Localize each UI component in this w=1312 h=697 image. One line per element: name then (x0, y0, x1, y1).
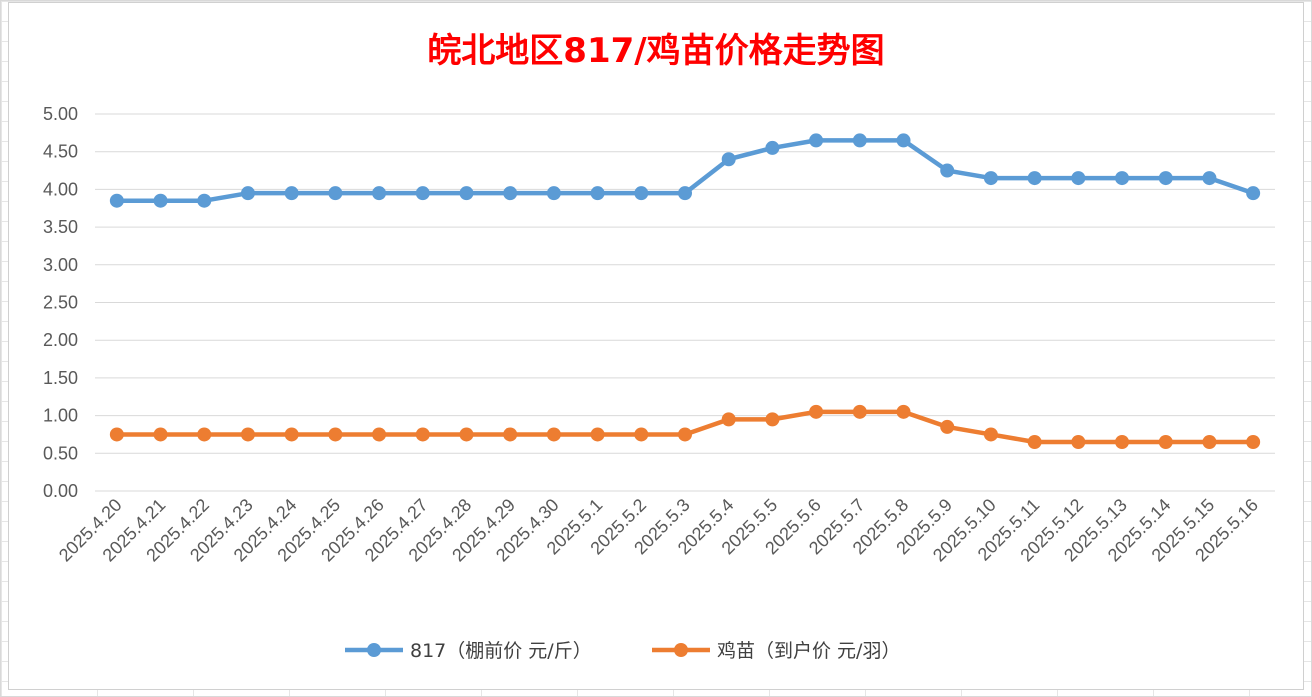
data-point[interactable] (459, 427, 474, 442)
data-point[interactable] (284, 427, 299, 442)
data-point[interactable] (372, 427, 387, 442)
data-point[interactable] (983, 427, 998, 442)
data-point[interactable] (197, 193, 212, 208)
data-point[interactable] (459, 186, 474, 201)
legend-label: 鸡苗（到户价 元/羽） (717, 640, 900, 662)
data-point[interactable] (590, 427, 605, 442)
y-tick-label: 1.50 (43, 368, 78, 388)
data-point[interactable] (1202, 171, 1217, 186)
legend-item[interactable]: 817（棚前价 元/斤） (345, 640, 592, 662)
data-point[interactable] (328, 427, 343, 442)
data-point[interactable] (852, 133, 867, 148)
data-point[interactable] (503, 427, 518, 442)
y-tick-label: 0.00 (43, 481, 78, 501)
data-point[interactable] (240, 186, 255, 201)
data-point[interactable] (634, 427, 649, 442)
y-tick-label: 4.00 (43, 179, 78, 199)
series-1 (109, 404, 1261, 449)
data-point[interactable] (415, 427, 430, 442)
data-point[interactable] (940, 163, 955, 178)
y-tick-label: 3.50 (43, 217, 78, 237)
data-point[interactable] (109, 193, 124, 208)
data-point[interactable] (284, 186, 299, 201)
data-point[interactable] (1071, 434, 1086, 449)
y-axis-ticks: 0.00 0.50 1.00 1.50 2.00 2.50 3.00 3.50 4.00 4.50… (43, 104, 78, 501)
data-point[interactable] (503, 186, 518, 201)
data-point[interactable] (197, 427, 212, 442)
data-point[interactable] (153, 193, 168, 208)
y-tick-label: 2.00 (43, 330, 78, 350)
data-point[interactable] (896, 133, 911, 148)
data-point[interactable] (765, 412, 780, 427)
data-point[interactable] (852, 404, 867, 419)
legend-label: 817（棚前价 元/斤） (410, 640, 592, 662)
data-point[interactable] (1071, 171, 1086, 186)
data-point[interactable] (153, 427, 168, 442)
series-0 (109, 133, 1261, 208)
data-point[interactable] (1115, 434, 1130, 449)
data-point[interactable] (590, 186, 605, 201)
y-tick-label: 3.00 (43, 255, 78, 275)
data-point[interactable] (1202, 434, 1217, 449)
data-point[interactable] (546, 427, 561, 442)
data-point[interactable] (721, 412, 736, 427)
data-point[interactable] (415, 186, 430, 201)
chart-area[interactable] (8, 2, 1304, 690)
y-tick-label: 1.00 (43, 406, 78, 426)
data-point[interactable] (1158, 434, 1173, 449)
data-point[interactable] (109, 427, 124, 442)
legend-marker (367, 643, 381, 657)
data-point[interactable] (678, 427, 692, 442)
data-point[interactable] (1158, 171, 1173, 186)
data-point[interactable] (765, 140, 780, 155)
data-point[interactable] (1027, 434, 1042, 449)
legend-marker (674, 643, 688, 657)
chart-title: 皖北地区817/鸡苗价格走势图 (427, 31, 884, 71)
data-point[interactable] (634, 186, 649, 201)
data-point[interactable] (240, 427, 255, 442)
legend: 817（棚前价 元/斤） 鸡苗（到户价 元/羽） (345, 640, 900, 662)
y-tick-label: 0.50 (43, 443, 78, 463)
data-point[interactable] (546, 186, 561, 201)
data-point[interactable] (809, 404, 824, 419)
y-tick-label: 2.50 (43, 293, 78, 313)
y-tick-label: 5.00 (43, 104, 78, 124)
data-point[interactable] (809, 133, 824, 148)
data-point[interactable] (1246, 434, 1261, 449)
series-group (109, 133, 1261, 449)
data-point[interactable] (328, 186, 343, 201)
data-point[interactable] (1115, 171, 1130, 186)
data-point[interactable] (983, 171, 998, 186)
x-axis-ticks: 2025.4.202025.4.212025.4.222025.4.232025… (55, 495, 1262, 566)
data-point[interactable] (896, 404, 911, 419)
data-point[interactable] (721, 152, 736, 167)
data-point[interactable] (678, 186, 692, 201)
legend-item[interactable]: 鸡苗（到户价 元/羽） (652, 640, 900, 662)
data-point[interactable] (1246, 186, 1261, 201)
data-point[interactable] (372, 186, 387, 201)
data-point[interactable] (1027, 171, 1042, 186)
data-point[interactable] (940, 419, 955, 434)
y-tick-label: 4.50 (43, 142, 78, 162)
